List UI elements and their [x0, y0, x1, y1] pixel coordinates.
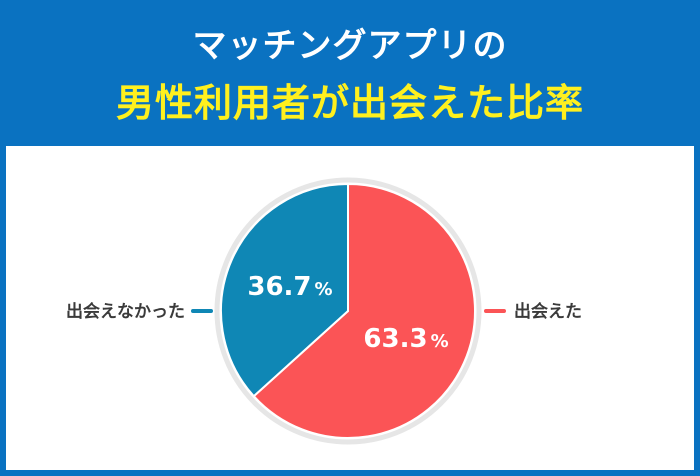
- title-banner: マッチングアプリの 男性利用者が出会えた比率: [0, 0, 700, 146]
- category-label-not-met: 出会えなかった: [66, 301, 185, 322]
- category-label-met: 出会えた: [514, 301, 582, 322]
- pie-slice-not-met: [220, 182, 349, 398]
- slice-value-unit: %: [315, 279, 333, 300]
- chart-title-line1: マッチングアプリの: [192, 26, 508, 66]
- slice-value-number: 36.7: [247, 272, 311, 302]
- slice-value-unit: %: [431, 331, 449, 352]
- slice-value-label: 36.7%: [247, 272, 332, 302]
- slice-value-label: 63.3%: [363, 324, 448, 354]
- chart-title-line2: 男性利用者が出会えた比率: [115, 81, 584, 125]
- pie-slice-met: [252, 182, 476, 439]
- pie-shadow-ring: [214, 177, 482, 445]
- slice-value-number: 63.3: [363, 324, 427, 354]
